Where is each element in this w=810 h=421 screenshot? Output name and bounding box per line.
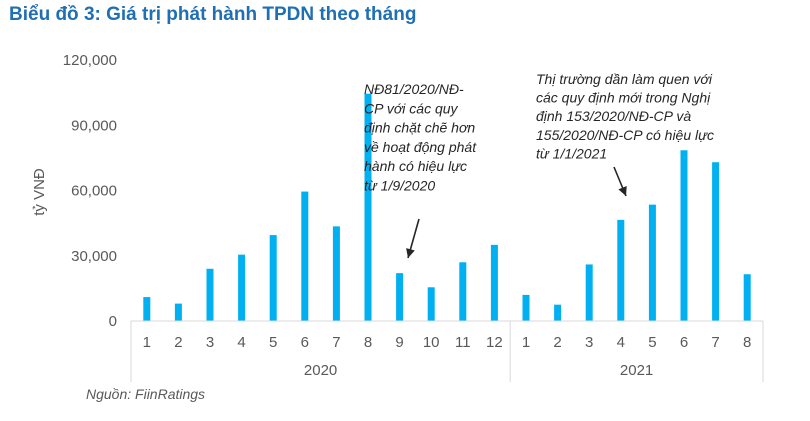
- x-tick-label: 8: [364, 334, 372, 351]
- bar: [459, 262, 467, 321]
- bar: [206, 268, 214, 321]
- x-tick-label: 11: [455, 334, 471, 351]
- annotation-arrow-head: [618, 185, 627, 196]
- x-tick-label: 3: [585, 334, 593, 351]
- x-group-label: 2021: [620, 362, 653, 379]
- x-tick-label: 4: [617, 334, 625, 351]
- bar: [648, 204, 656, 321]
- annotation-arrow-head: [406, 248, 415, 258]
- chart-title: Biểu đồ 3: Giá trị phát hành TPDN theo t…: [9, 4, 417, 25]
- x-tick-label: 3: [206, 334, 214, 351]
- bar: [143, 297, 151, 321]
- annotation-text: NĐ81/2020/NĐ-CP với các quy định chặt chẽ…: [364, 81, 477, 194]
- bar: [712, 162, 720, 321]
- y-tick-label: 120,000: [63, 52, 117, 69]
- x-tick-label: 1: [522, 334, 530, 351]
- x-tick-label: 5: [269, 334, 277, 351]
- x-tick-label: 5: [648, 334, 656, 351]
- annotation-text: Thị trường dần làm quen với các quy định …: [536, 71, 714, 161]
- x-tick-label: 6: [680, 334, 688, 351]
- bar: [585, 264, 593, 321]
- bar: [174, 303, 182, 321]
- x-tick-label: 12: [486, 334, 503, 351]
- bar: [490, 244, 498, 321]
- bar: [680, 150, 688, 321]
- y-tick-label: 0: [109, 313, 117, 330]
- x-tick-label: 8: [743, 334, 751, 351]
- x-tick-label: 2: [553, 334, 561, 351]
- bar: [301, 191, 309, 321]
- x-tick-label: 7: [332, 334, 340, 351]
- bar: [743, 274, 751, 321]
- bar: [396, 273, 404, 321]
- x-tick-label: 7: [711, 334, 719, 351]
- bar: [554, 304, 562, 321]
- y-tick-label: 90,000: [71, 117, 117, 134]
- y-tick-label: 60,000: [71, 183, 117, 200]
- bar: [332, 226, 340, 321]
- x-tick-label: 10: [423, 334, 440, 351]
- x-tick-label: 9: [395, 334, 403, 351]
- x-tick-label: 6: [301, 334, 309, 351]
- bar: [522, 294, 530, 321]
- bar: [269, 235, 277, 321]
- bar: [364, 93, 372, 322]
- source-note: Nguồn: FiinRatings: [86, 386, 206, 402]
- x-group-label: 2020: [304, 362, 337, 379]
- y-axis-label: tỷ VNĐ: [31, 168, 48, 216]
- y-tick-label: 30,000: [71, 248, 117, 265]
- bar: [238, 254, 246, 321]
- x-tick-label: 2: [174, 334, 182, 351]
- x-tick-label: 1: [143, 334, 151, 351]
- bar: [617, 219, 625, 321]
- x-tick-label: 4: [237, 334, 245, 351]
- bar: [427, 287, 435, 321]
